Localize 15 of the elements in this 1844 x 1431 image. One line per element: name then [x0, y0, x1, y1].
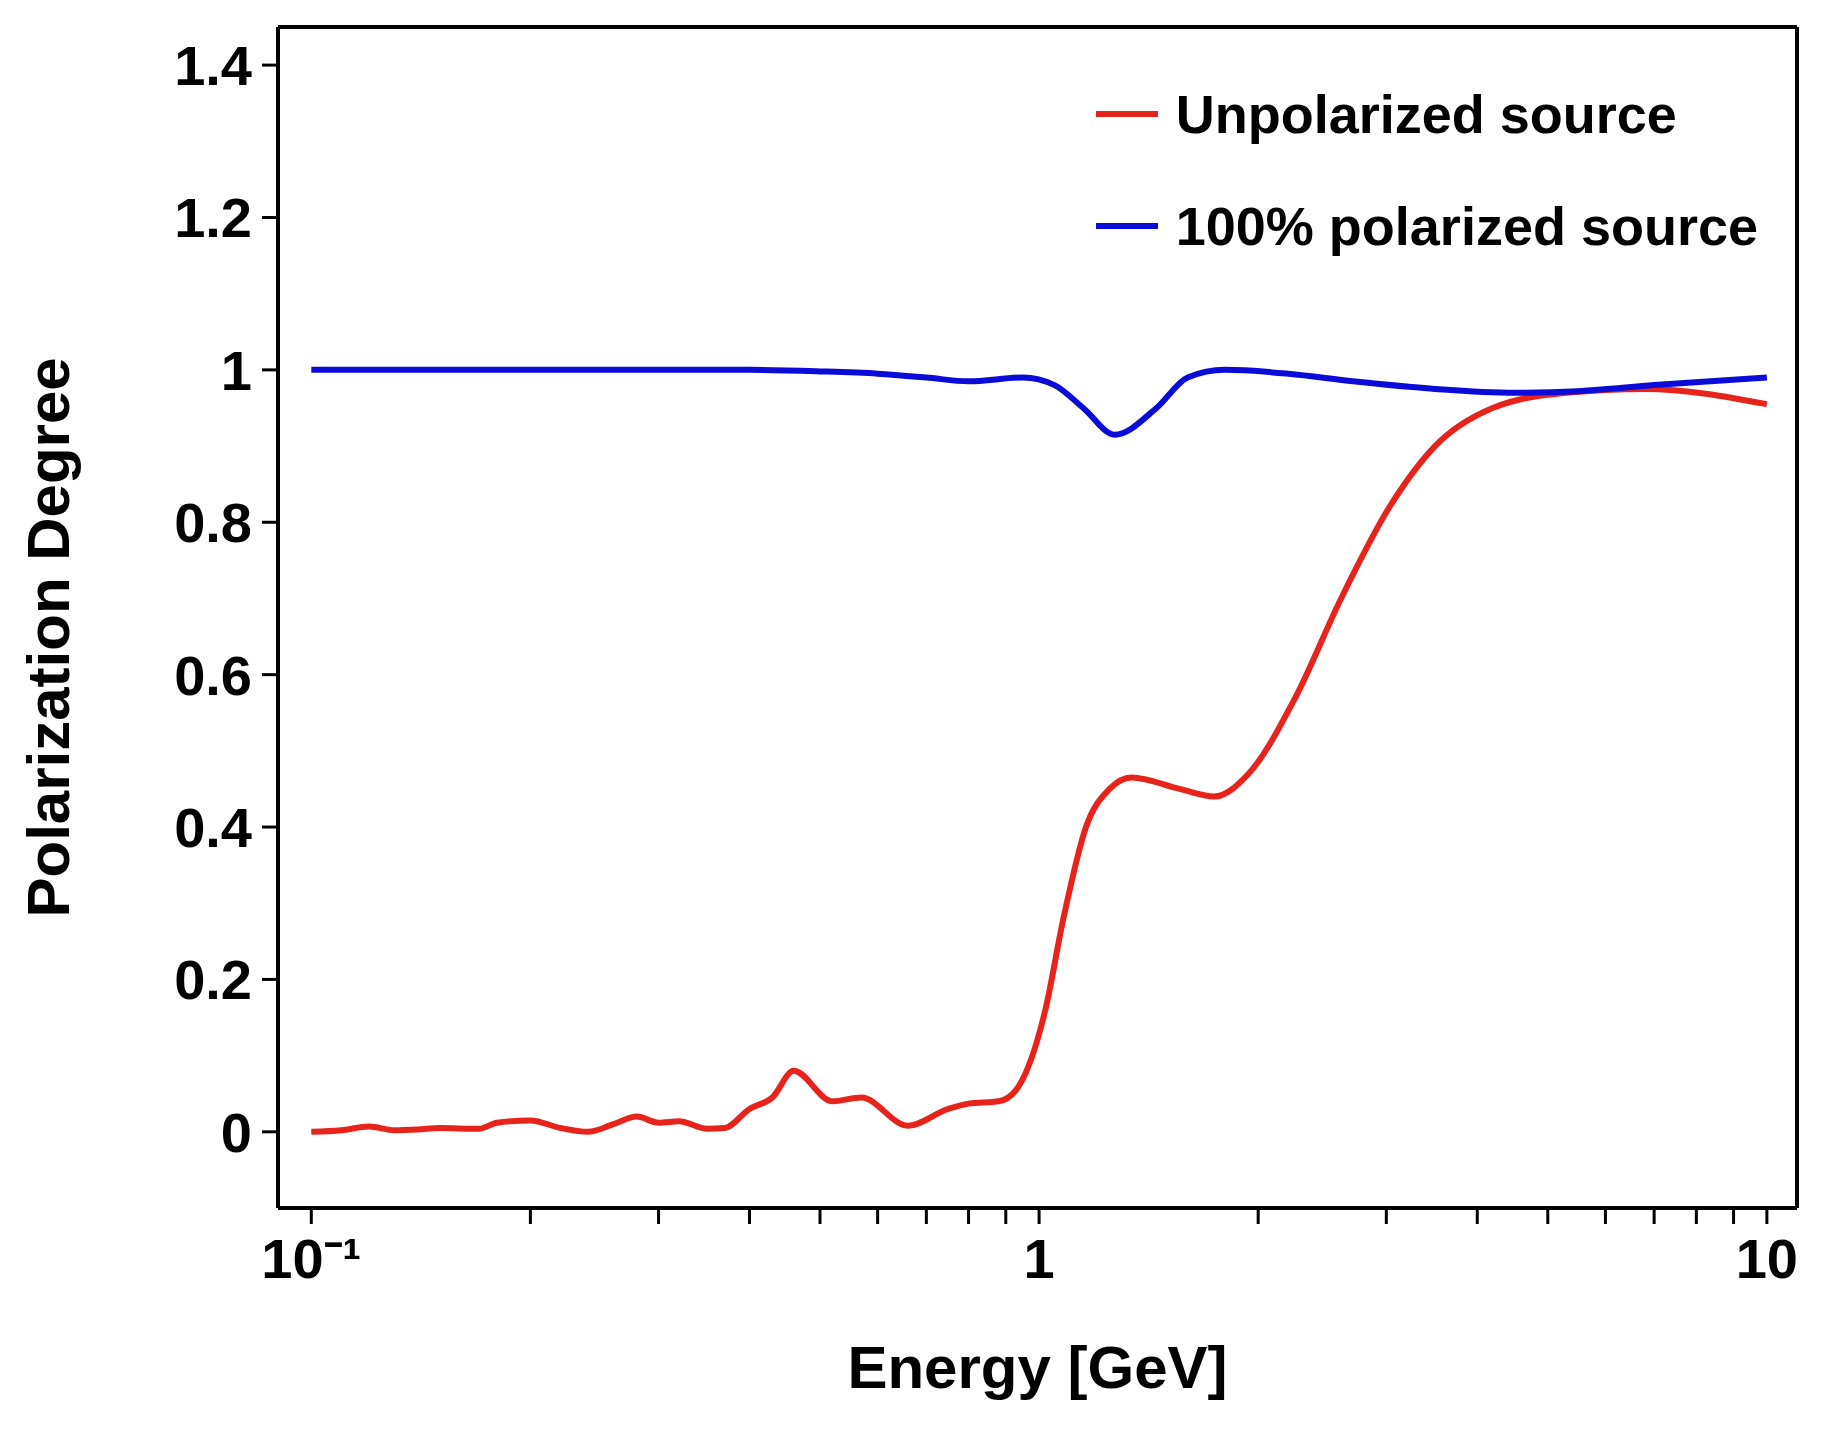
y-tick-label: 1.4	[174, 34, 252, 98]
legend-label: Unpolarized source	[1175, 83, 1677, 145]
y-tick-label: 0.4	[174, 796, 252, 860]
y-tick-label: 1	[220, 338, 252, 402]
y-axis-title: Polarization Degree	[15, 357, 83, 918]
x-axis-title: Energy [GeV]	[847, 1334, 1228, 1401]
y-tick-label: 1.2	[174, 186, 252, 250]
y-tick-label: 0	[220, 1100, 252, 1164]
x-tick-label: 10⁻¹	[261, 1227, 362, 1290]
legend-label: 100% polarized source	[1175, 195, 1758, 257]
x-tick-label: 1	[1023, 1227, 1055, 1290]
x-tick-label: 10	[1735, 1227, 1799, 1290]
y-tick-label: 0.6	[174, 643, 252, 707]
y-tick-label: 0.2	[174, 948, 252, 1012]
y-tick-label: 0.8	[174, 491, 252, 555]
